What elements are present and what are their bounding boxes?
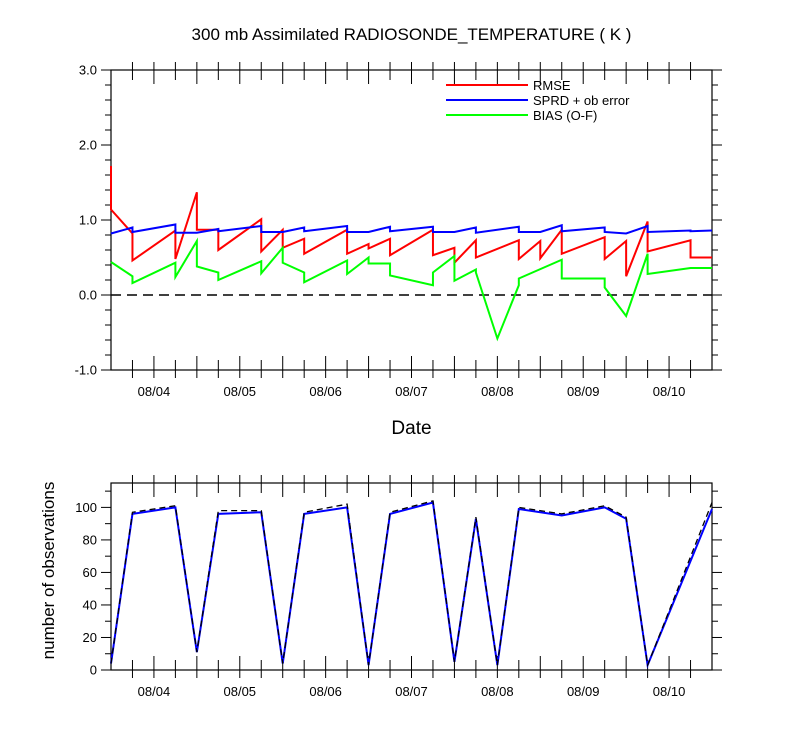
- series-line-sprd-ob-error: [110, 223, 713, 235]
- y-tick-label: -1.0: [75, 363, 97, 378]
- series-line-possible: [110, 500, 713, 668]
- y-tick-label: 0.0: [79, 288, 97, 303]
- y-tick-label: 0: [90, 663, 97, 678]
- x-tick-label: 08/09: [567, 684, 600, 699]
- x-tick-label: 08/06: [309, 684, 342, 699]
- y-axis-label: number of observations: [39, 482, 58, 660]
- x-tick-label: 08/07: [395, 684, 428, 699]
- x-tick-label: 08/04: [138, 384, 171, 399]
- y-tick-label: 40: [83, 597, 97, 612]
- legend-label: BIAS (O-F): [533, 108, 597, 123]
- series-line-rmse: [110, 166, 712, 277]
- y-tick-label: 3.0: [79, 63, 97, 78]
- y-tick-label: 80: [83, 532, 97, 547]
- x-tick-label: 08/10: [653, 684, 686, 699]
- y-tick-label: 60: [83, 565, 97, 580]
- legend-label: RMSE: [533, 78, 571, 93]
- x-tick-label: 08/04: [138, 684, 171, 699]
- y-tick-label: 20: [83, 630, 97, 645]
- rmse-bias-plot: 08/04 08/05 08/06 08/07 08/08 08/09 08/10 -1.0 0…: [75, 25, 722, 439]
- observation-count-plot: 08/04 08/05 08/06 08/07 08/08 08/09 08/10 0 20 40…: [39, 475, 722, 699]
- x-tick-label: 08/08: [481, 384, 514, 399]
- y-tick-label: 1.0: [79, 213, 97, 228]
- x-axis-label: Date: [391, 418, 431, 439]
- y-tick-label: 2.0: [79, 138, 97, 153]
- series-line-bias-o-f: [110, 237, 712, 342]
- x-tick-label: 08/07: [395, 384, 428, 399]
- x-tick-label: 08/06: [309, 384, 342, 399]
- x-tick-label: 08/10: [653, 384, 686, 399]
- chart-title: 300 mb Assimilated RADIOSONDE_TEMPERATUR…: [192, 25, 632, 44]
- plot-frame: [110, 69, 713, 371]
- y-tick-label: 100: [75, 500, 97, 515]
- x-tick-label: 08/05: [224, 384, 257, 399]
- plot-frame: [110, 482, 713, 671]
- x-tick-label: 08/08: [481, 684, 514, 699]
- x-tick-label: 08/05: [224, 684, 257, 699]
- x-tick-label: 08/09: [567, 384, 600, 399]
- series-line-used: [110, 501, 713, 669]
- legend-label: SPRD + ob error: [533, 93, 630, 108]
